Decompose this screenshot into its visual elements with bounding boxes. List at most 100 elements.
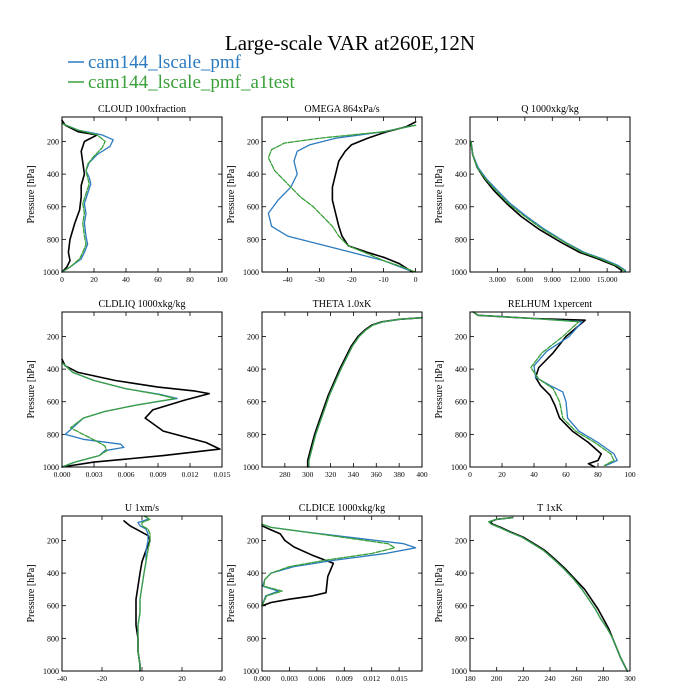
y-tick-label: 1000 <box>43 268 59 277</box>
y-tick-label: 400 <box>47 170 59 179</box>
x-tick-label: 340 <box>348 470 360 479</box>
x-tick-label: -30 <box>315 275 325 284</box>
series-line-control <box>472 311 603 468</box>
series-line-pmf <box>308 317 423 468</box>
y-tick-label: 200 <box>47 536 59 545</box>
y-tick-label: 200 <box>47 332 59 341</box>
y-tick-label: 600 <box>455 203 467 212</box>
y-tick-label: 200 <box>455 332 467 341</box>
panel-4: THETA 1.0xK 200 400 600 800 1000 280 300 320 340 3… <box>243 299 428 479</box>
y-tick-label: 200 <box>247 536 259 545</box>
series-line-a1test <box>267 124 417 273</box>
series-line-a1test <box>308 317 423 468</box>
y-tick-label: 1000 <box>243 268 259 277</box>
x-tick-label: 0.006 <box>118 470 135 479</box>
plot-frame <box>261 515 423 672</box>
x-tick-label: 0.000 <box>254 674 271 683</box>
panel-title: THETA 1.0xK <box>313 299 372 310</box>
series-line-control <box>261 524 335 607</box>
y-tick-label: 400 <box>455 569 467 578</box>
y-tick-label: 400 <box>247 365 259 374</box>
y-tick-label: 800 <box>455 430 467 439</box>
y-axis-label: Pressure [hPa] <box>434 165 445 223</box>
plot-frame <box>469 515 631 672</box>
y-tick-label: 200 <box>47 137 59 146</box>
series-line-pmf <box>61 361 178 468</box>
x-tick-label: 0.003 <box>281 674 298 683</box>
y-tick-label: 800 <box>247 634 259 643</box>
y-tick-label: 800 <box>47 235 59 244</box>
y-tick-label: 1000 <box>243 463 259 472</box>
x-tick-label: -40 <box>283 275 293 284</box>
y-tick-label: 1000 <box>243 667 259 676</box>
x-tick-label: 0 <box>414 275 418 284</box>
y-axis-label: Pressure [hPa] <box>26 165 37 223</box>
legend: cam144_lscale_pmf cam144_lscale_pmf_a1te… <box>68 52 296 93</box>
series-line-pmf <box>61 122 114 273</box>
x-tick-label: 300 <box>624 674 636 683</box>
x-tick-label: 80 <box>594 470 602 479</box>
figure-title: Large-scale VAR at260E,12N <box>225 31 475 55</box>
x-tick-label: 40 <box>218 674 226 683</box>
x-tick-label: 100 <box>624 470 636 479</box>
y-tick-label: 800 <box>247 430 259 439</box>
plot-frame <box>261 311 423 468</box>
x-tick-label: 9.000 <box>544 275 561 284</box>
y-tick-label: 600 <box>247 203 259 212</box>
y-axis-label: Pressure [hPa] <box>434 360 445 418</box>
y-tick-label: 200 <box>455 536 467 545</box>
y-tick-label: 400 <box>455 170 467 179</box>
x-tick-label: 0.012 <box>363 674 380 683</box>
y-axis-label: Pressure [hPa] <box>226 564 237 622</box>
series-line-control <box>306 316 423 468</box>
x-tick-label: 0.015 <box>214 470 231 479</box>
x-tick-label: 0.006 <box>308 674 325 683</box>
plot-frame <box>61 515 223 672</box>
y-tick-label: 400 <box>247 170 259 179</box>
series-line-pmf <box>267 124 417 272</box>
series-line-a1test <box>137 515 151 672</box>
y-axis-label: Pressure [hPa] <box>226 165 237 223</box>
x-tick-label: -40 <box>57 674 67 683</box>
legend-label-a1test: cam144_lscale_pmf_a1test <box>88 72 296 93</box>
series-line-control <box>123 520 151 672</box>
y-tick-label: 600 <box>247 602 259 611</box>
series-line-a1test <box>470 140 626 273</box>
x-tick-label: 15.000 <box>597 275 618 284</box>
x-tick-label: 400 <box>416 470 428 479</box>
y-tick-label: 800 <box>247 235 259 244</box>
series-line-control <box>61 119 98 273</box>
panel-title: CLOUD 100xfraction <box>98 104 186 115</box>
y-tick-label: 400 <box>47 365 59 374</box>
panel-title: T 1xK <box>537 503 563 514</box>
y-tick-label: 200 <box>247 332 259 341</box>
series-line-a1test <box>261 523 396 607</box>
y-axis-label: Pressure [hPa] <box>26 360 37 418</box>
y-tick-label: 200 <box>455 137 467 146</box>
y-axis-label: Pressure [hPa] <box>26 564 37 622</box>
series-line-a1test <box>61 361 176 468</box>
x-tick-label: 0.009 <box>336 674 353 683</box>
x-tick-label: 0 <box>468 470 472 479</box>
y-tick-label: 600 <box>247 398 259 407</box>
y-tick-label: 1000 <box>451 268 467 277</box>
panel-title: Q 1000xkg/kg <box>521 104 579 115</box>
series-line-pmf <box>137 515 149 672</box>
y-tick-label: 400 <box>455 365 467 374</box>
y-tick-label: 1000 <box>43 463 59 472</box>
x-tick-label: 40 <box>122 275 130 284</box>
x-tick-label: 20 <box>90 275 98 284</box>
x-tick-label: 280 <box>279 470 291 479</box>
plot-frame <box>61 116 223 273</box>
panel-1: OMEGA 864xPa/s Pressure [hPa] 200 400 600 800… <box>226 104 423 284</box>
x-tick-label: -10 <box>379 275 389 284</box>
x-tick-label: 6.000 <box>516 275 533 284</box>
y-tick-label: 400 <box>247 569 259 578</box>
x-tick-label: 220 <box>518 674 530 683</box>
x-tick-label: 20 <box>498 470 506 479</box>
series-line-a1test <box>488 516 628 672</box>
